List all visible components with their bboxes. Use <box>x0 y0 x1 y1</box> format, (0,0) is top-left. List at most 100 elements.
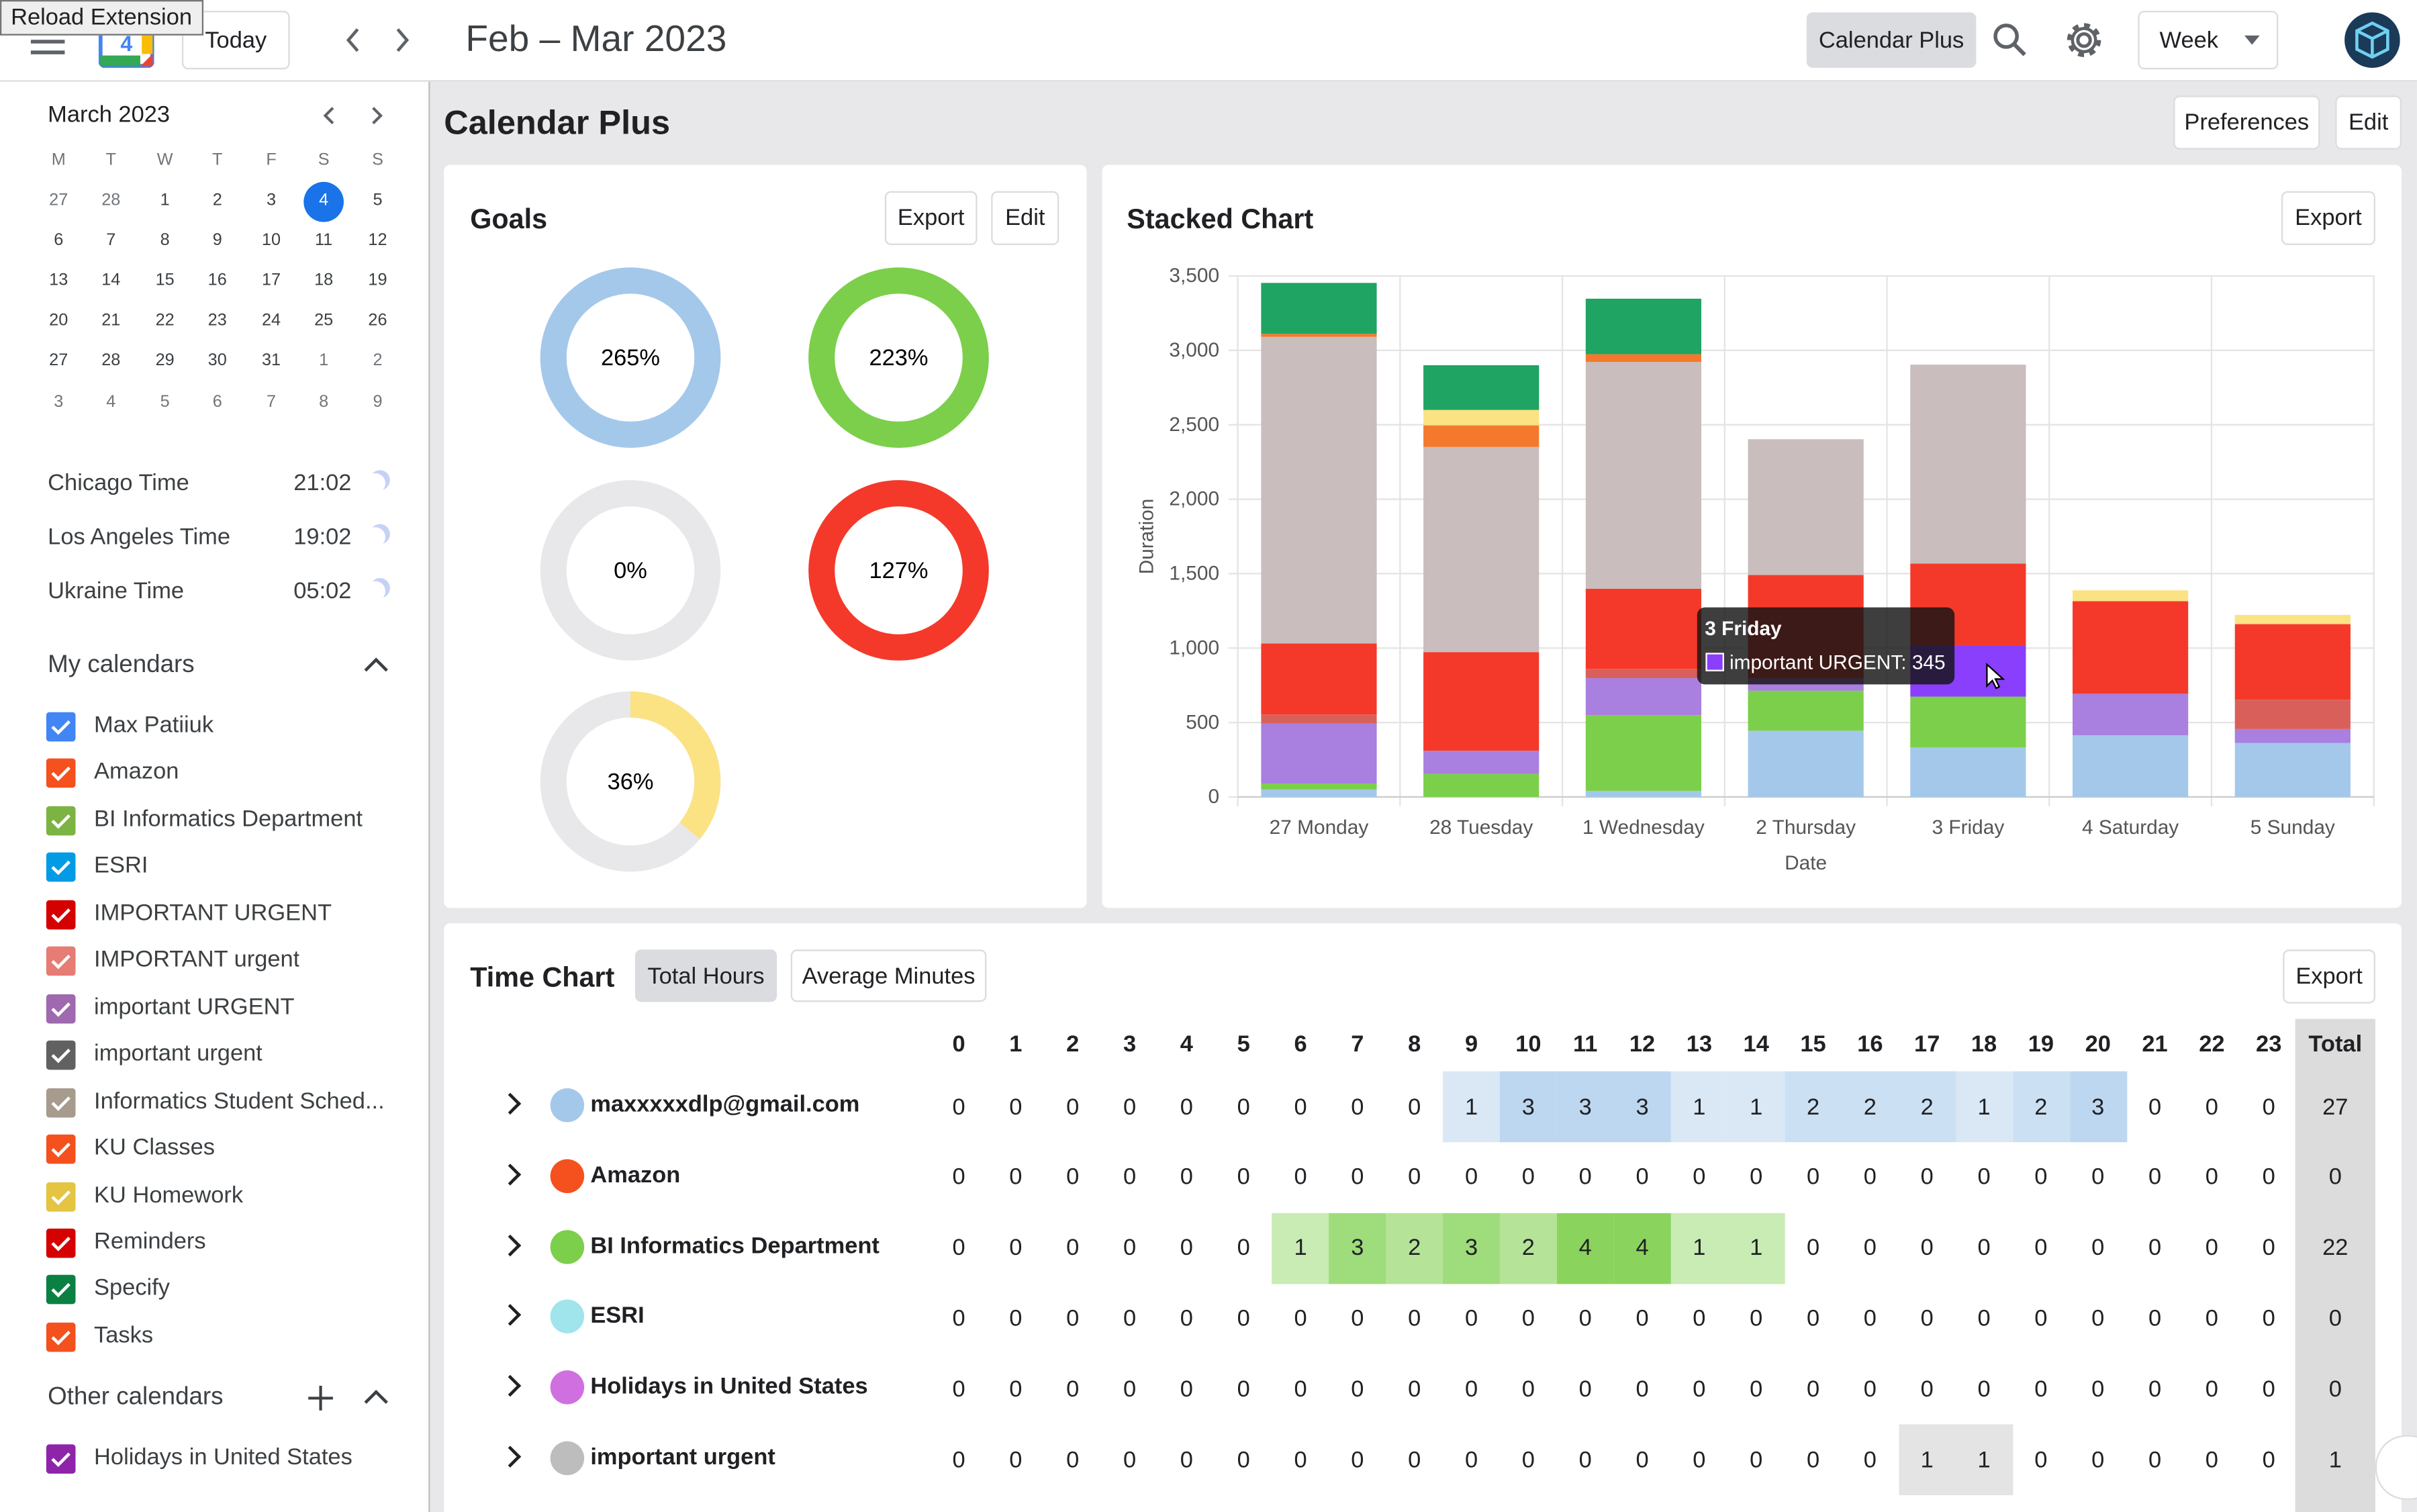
collapse-icon[interactable] <box>363 1386 390 1407</box>
day[interactable]: 2 <box>212 191 222 210</box>
hour-cell: 0 <box>1351 1446 1364 1473</box>
ring-label: 265% <box>601 345 660 371</box>
day[interactable]: 28 <box>101 352 121 371</box>
day[interactable]: 3 <box>267 191 277 210</box>
settings-icon[interactable] <box>2064 20 2104 60</box>
calendar-checkbox[interactable] <box>46 759 76 789</box>
mini-calendar-nav[interactable] <box>316 103 393 128</box>
day[interactable]: 8 <box>160 231 170 250</box>
total-column <box>2295 1019 2375 1512</box>
calendar-checkbox[interactable] <box>46 1444 76 1474</box>
calendar-checkbox[interactable] <box>46 853 76 883</box>
day[interactable]: 7 <box>106 231 116 250</box>
day[interactable]: 19 <box>368 271 387 291</box>
day[interactable]: 18 <box>314 271 334 291</box>
day[interactable]: 23 <box>207 312 227 331</box>
calendar-checkbox[interactable] <box>46 806 76 836</box>
edit-button[interactable]: Edit <box>2335 95 2402 150</box>
day[interactable]: 22 <box>155 312 175 331</box>
hour-cell: 0 <box>1693 1164 1706 1191</box>
hour-header: 6 <box>1294 1030 1307 1057</box>
avatar[interactable] <box>2344 12 2400 68</box>
day[interactable]: 12 <box>368 231 387 250</box>
expand-chevron[interactable] <box>499 1375 522 1397</box>
day[interactable]: 4 <box>319 191 329 210</box>
collapse-icon[interactable] <box>363 653 390 675</box>
hour-cell: 0 <box>1977 1235 1991 1262</box>
export-button[interactable]: Export <box>2283 949 2375 1004</box>
day[interactable]: 15 <box>155 271 175 291</box>
export-button[interactable]: Export <box>884 191 978 246</box>
day[interactable]: 20 <box>49 312 68 331</box>
day[interactable]: 25 <box>314 312 334 331</box>
day[interactable]: 4 <box>106 392 116 411</box>
mouse-cursor <box>1986 662 2005 690</box>
day[interactable]: 5 <box>373 191 383 210</box>
day[interactable]: 1 <box>319 352 329 371</box>
day[interactable]: 3 <box>54 392 64 411</box>
tab-total-hours[interactable]: Total Hours <box>634 949 777 1002</box>
day[interactable]: 26 <box>368 312 387 331</box>
day[interactable]: 24 <box>262 312 281 331</box>
expand-chevron[interactable] <box>499 1163 522 1186</box>
expand-chevron[interactable] <box>499 1446 522 1468</box>
hour-cell: 0 <box>1636 1305 1649 1332</box>
day[interactable]: 2 <box>373 352 383 371</box>
side-panel-toggle[interactable] <box>2375 1435 2417 1500</box>
calendar-checkbox[interactable] <box>46 1087 76 1117</box>
day[interactable]: 30 <box>207 352 227 371</box>
hour-cell: 4 <box>1613 1212 1671 1284</box>
day[interactable]: 28 <box>101 191 121 210</box>
tab-average-minutes[interactable]: Average Minutes <box>790 949 987 1002</box>
day[interactable]: 27 <box>49 191 68 210</box>
calendar-checkbox[interactable] <box>46 1181 76 1211</box>
calendar-checkbox[interactable] <box>46 900 76 929</box>
hour-cell: 0 <box>1464 1305 1478 1332</box>
calendar-checkbox[interactable] <box>46 712 76 742</box>
day[interactable]: 21 <box>101 312 121 331</box>
calendar-checkbox[interactable] <box>46 947 76 976</box>
expand-chevron[interactable] <box>499 1305 522 1327</box>
day[interactable]: 16 <box>207 271 227 291</box>
view-select[interactable]: Week <box>2138 11 2279 70</box>
calendar-checkbox[interactable] <box>46 1322 76 1352</box>
day[interactable]: 9 <box>373 392 383 411</box>
day[interactable]: 11 <box>315 231 333 250</box>
day[interactable]: 13 <box>49 271 68 291</box>
expand-chevron[interactable] <box>499 1092 522 1115</box>
hour-cell: 0 <box>1464 1446 1478 1473</box>
calendar-checkbox[interactable] <box>46 1134 76 1164</box>
day[interactable]: 29 <box>155 352 175 371</box>
calendar-checkbox[interactable] <box>46 1041 76 1070</box>
x-tick-label: 3 Friday <box>1932 816 2004 839</box>
add-icon[interactable] <box>307 1384 334 1412</box>
day[interactable]: 7 <box>267 392 277 411</box>
calendar-plus-button[interactable]: Calendar Plus <box>1806 12 1977 68</box>
day[interactable]: 6 <box>54 231 64 250</box>
day[interactable]: 17 <box>262 271 281 291</box>
preferences-button[interactable]: Preferences <box>2173 95 2320 150</box>
day[interactable]: 27 <box>49 352 68 371</box>
bar-segment <box>1585 298 1702 355</box>
hour-cell: 0 <box>1237 1376 1250 1403</box>
hour-cell: 0 <box>1693 1446 1706 1473</box>
day[interactable]: 31 <box>262 352 281 371</box>
day[interactable]: 5 <box>160 392 170 411</box>
reload-button[interactable]: Reload Extension <box>0 0 203 36</box>
day[interactable]: 10 <box>262 231 281 250</box>
hour-cell: 0 <box>1351 1376 1364 1403</box>
export-button[interactable]: Export <box>2281 191 2375 246</box>
calendar-checkbox[interactable] <box>46 1228 76 1258</box>
expand-chevron[interactable] <box>499 1233 522 1256</box>
day[interactable]: 1 <box>160 191 170 210</box>
nav-arrows[interactable] <box>336 25 423 56</box>
day[interactable]: 9 <box>212 231 222 250</box>
edit-button[interactable]: Edit <box>991 191 1059 246</box>
day[interactable]: 6 <box>212 392 222 411</box>
search-icon[interactable] <box>1991 21 2028 58</box>
day[interactable]: 8 <box>319 392 329 411</box>
hour-cell: 0 <box>2034 1164 2048 1191</box>
day[interactable]: 14 <box>101 271 121 291</box>
calendar-checkbox[interactable] <box>46 1275 76 1305</box>
calendar-checkbox[interactable] <box>46 994 76 1023</box>
